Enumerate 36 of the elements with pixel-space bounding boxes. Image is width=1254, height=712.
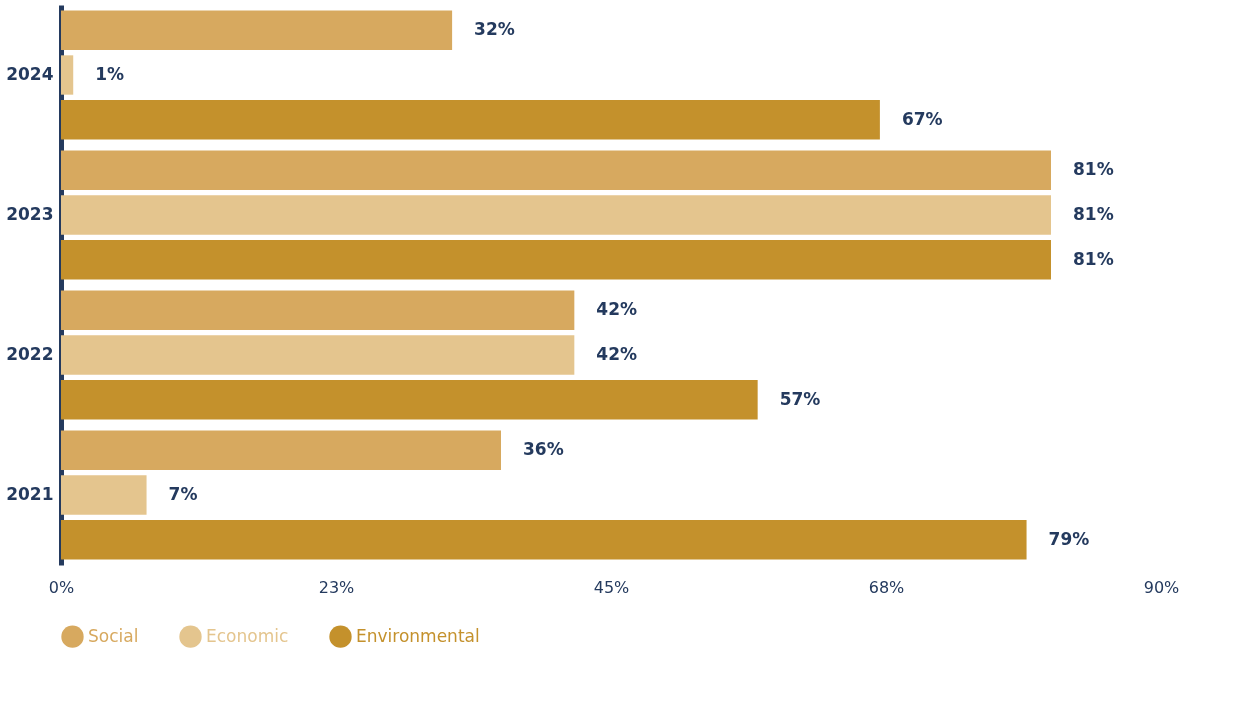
bar <box>61 520 1027 560</box>
x-tick-label: 68% <box>868 577 905 597</box>
data-label: 42% <box>596 299 638 320</box>
y-tick-label: 2022 <box>6 344 54 364</box>
bar <box>61 55 74 95</box>
legend-label: Environmental <box>356 625 480 646</box>
x-tick-label: 0% <box>48 577 75 597</box>
data-label: 32% <box>474 19 515 40</box>
data-label: 79% <box>1048 528 1090 549</box>
bar <box>61 475 147 515</box>
bar <box>61 150 1051 190</box>
x-tick-label: 23% <box>318 577 355 597</box>
data-label: 81% <box>1073 248 1114 269</box>
data-label: 81% <box>1073 159 1114 180</box>
data-label: 1% <box>95 64 125 84</box>
legend-label: Economic <box>206 625 289 646</box>
y-tick-label: 2021 <box>6 484 54 504</box>
bar <box>61 290 575 330</box>
data-label: 57% <box>779 388 821 409</box>
bar <box>61 430 501 470</box>
y-tick-label: 2023 <box>6 204 54 224</box>
bar <box>61 195 1051 235</box>
bar <box>61 10 453 50</box>
bar <box>61 240 1051 280</box>
bar <box>61 100 880 140</box>
bar <box>61 380 758 420</box>
y-tick-label: 2024 <box>6 64 54 84</box>
legend-label: Social <box>88 625 139 646</box>
data-label: 36% <box>523 439 564 460</box>
data-label: 42% <box>596 344 638 364</box>
data-label: 7% <box>168 484 198 504</box>
bar <box>61 335 575 375</box>
data-label: 81% <box>1073 204 1114 224</box>
data-label: 67% <box>901 108 943 129</box>
x-tick-label: 90% <box>1143 577 1180 597</box>
x-tick-label: 45% <box>593 577 630 597</box>
